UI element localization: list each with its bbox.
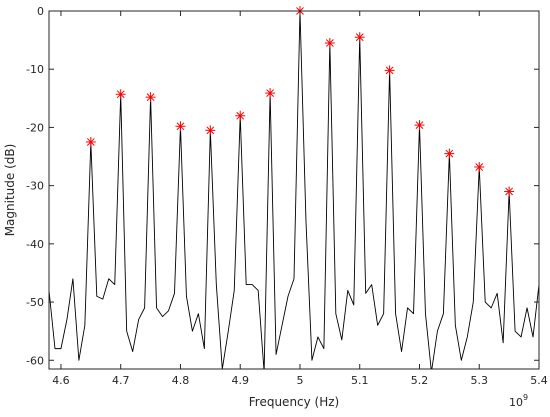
x-tick-label: 5.2 — [411, 374, 429, 387]
peak-marker — [145, 92, 156, 103]
axes-box — [48, 10, 540, 370]
y-tick-label: -30 — [26, 180, 44, 193]
peak-marker — [115, 89, 126, 100]
peak-marker — [414, 120, 425, 131]
peak-marker — [384, 65, 395, 76]
peak-marker — [504, 186, 515, 197]
peak-marker — [265, 88, 276, 99]
peak-marker — [235, 110, 246, 121]
x-tick-label: 4.8 — [172, 374, 190, 387]
plot-area — [49, 11, 539, 369]
y-tick-label: 0 — [37, 5, 44, 18]
x-tick-label: 5.3 — [470, 374, 488, 387]
y-tick-label: -10 — [26, 63, 44, 76]
x-axis-exponent-base: 10 — [509, 396, 523, 409]
x-tick-label: 5.4 — [530, 374, 548, 387]
peak-marker — [324, 38, 335, 49]
x-tick-label: 4.9 — [231, 374, 249, 387]
peak-marker — [444, 148, 455, 159]
y-axis-label: Magnitude (dB) — [3, 144, 17, 237]
x-axis-exponent-power: 9 — [523, 393, 528, 402]
x-axis-label: Frequency (Hz) — [249, 395, 340, 409]
x-axis-exponent: 109 — [509, 393, 528, 409]
peak-marker — [205, 125, 216, 136]
y-tick-label: -20 — [26, 121, 44, 134]
peak-marker — [175, 121, 186, 132]
y-tick-label: -50 — [26, 296, 44, 309]
y-tick-label: -40 — [26, 238, 44, 251]
peak-marker — [474, 162, 485, 173]
x-tick-label: 4.6 — [52, 374, 70, 387]
x-tick-label: 5.1 — [351, 374, 369, 387]
y-tick-label: -60 — [26, 354, 44, 367]
x-tick-label: 5 — [296, 374, 303, 387]
x-tick-label: 4.7 — [112, 374, 130, 387]
peak-marker — [354, 32, 365, 43]
spectrum-line — [49, 11, 539, 369]
peak-marker — [85, 136, 96, 147]
